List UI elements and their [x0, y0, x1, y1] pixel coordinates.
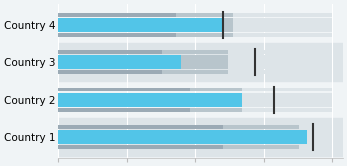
Bar — [58, 88, 190, 91]
Bar — [299, 145, 332, 149]
Bar — [228, 55, 332, 69]
Bar — [58, 18, 222, 32]
Bar — [58, 43, 343, 81]
Bar — [58, 125, 222, 129]
Bar — [162, 50, 228, 54]
Bar — [58, 130, 307, 144]
Bar — [176, 13, 234, 17]
Bar — [307, 130, 332, 144]
Bar — [58, 55, 181, 69]
Bar — [190, 88, 242, 91]
Bar — [58, 108, 190, 112]
Bar — [228, 50, 332, 54]
Bar — [58, 13, 176, 17]
Bar — [176, 33, 234, 37]
Bar — [190, 108, 242, 112]
Bar — [242, 88, 332, 91]
Bar — [222, 145, 299, 149]
Bar — [222, 125, 299, 129]
Bar — [222, 18, 234, 32]
Bar — [58, 145, 222, 149]
Bar — [58, 92, 242, 107]
Bar — [242, 92, 332, 107]
Bar — [234, 13, 332, 17]
Bar — [242, 108, 332, 112]
Bar — [299, 125, 332, 129]
Bar — [234, 33, 332, 37]
Bar — [58, 33, 176, 37]
Bar — [58, 70, 162, 74]
Bar — [162, 70, 228, 74]
Bar — [234, 18, 332, 32]
Bar — [181, 55, 228, 69]
Bar — [58, 50, 162, 54]
Bar — [228, 70, 332, 74]
Bar — [58, 118, 343, 156]
